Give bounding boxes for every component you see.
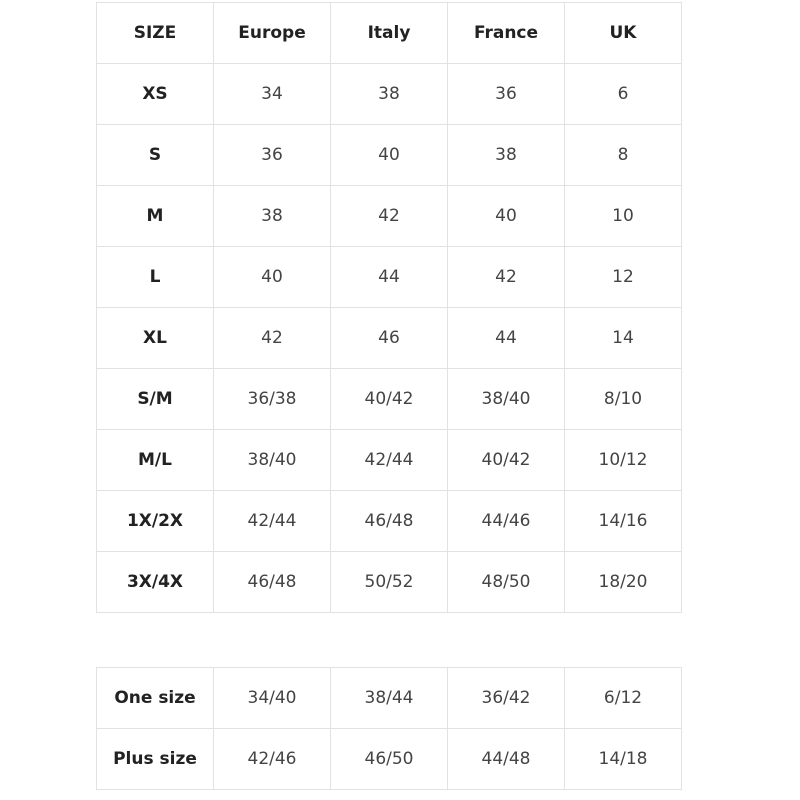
table-row: Plus size 42/46 46/50 44/48 14/18 — [96, 728, 682, 790]
size-label-cell: L — [96, 246, 214, 308]
size-value-cell: 8/10 — [564, 368, 682, 430]
size-value-cell: 10 — [564, 185, 682, 247]
table-row: 1X/2X 42/44 46/48 44/46 14/16 — [96, 490, 682, 552]
size-value-cell: 8 — [564, 124, 682, 186]
column-header: UK — [564, 2, 682, 64]
size-value-cell: 34 — [213, 63, 331, 125]
table-row: XL 42 46 44 14 — [96, 307, 682, 369]
size-value-cell: 40/42 — [447, 429, 565, 491]
size-value-cell: 14/16 — [564, 490, 682, 552]
size-label-cell: 1X/2X — [96, 490, 214, 552]
column-header: France — [447, 2, 565, 64]
size-label-cell: XS — [96, 63, 214, 125]
size-value-cell: 38 — [447, 124, 565, 186]
size-label-cell: M — [96, 185, 214, 247]
size-label-cell: Plus size — [96, 728, 214, 790]
table-row: M 38 42 40 10 — [96, 185, 682, 247]
size-value-cell: 38/40 — [447, 368, 565, 430]
size-value-cell: 44 — [330, 246, 448, 308]
size-value-cell: 48/50 — [447, 551, 565, 613]
size-label-cell: M/L — [96, 429, 214, 491]
size-value-cell: 46/50 — [330, 728, 448, 790]
column-header: SIZE — [96, 2, 214, 64]
size-value-cell: 36/38 — [213, 368, 331, 430]
table-row: M/L 38/40 42/44 40/42 10/12 — [96, 429, 682, 491]
size-value-cell: 36/42 — [447, 667, 565, 729]
size-value-cell: 44/48 — [447, 728, 565, 790]
size-value-cell: 38 — [213, 185, 331, 247]
size-value-cell: 42/46 — [213, 728, 331, 790]
size-value-cell: 18/20 — [564, 551, 682, 613]
size-value-cell: 40/42 — [330, 368, 448, 430]
size-value-cell: 34/40 — [213, 667, 331, 729]
size-value-cell: 42/44 — [213, 490, 331, 552]
column-header: Italy — [330, 2, 448, 64]
table-header-row: SIZE Europe Italy France UK — [96, 2, 682, 64]
size-value-cell: 38/40 — [213, 429, 331, 491]
size-value-cell: 36 — [213, 124, 331, 186]
size-value-cell: 6 — [564, 63, 682, 125]
size-value-cell: 42 — [447, 246, 565, 308]
size-label-cell: S/M — [96, 368, 214, 430]
table-row: One size 34/40 38/44 36/42 6/12 — [96, 667, 682, 729]
size-value-cell: 42 — [330, 185, 448, 247]
size-value-cell: 46 — [330, 307, 448, 369]
size-label-cell: One size — [96, 667, 214, 729]
table-row: L 40 44 42 12 — [96, 246, 682, 308]
size-value-cell: 14/18 — [564, 728, 682, 790]
size-value-cell: 40 — [213, 246, 331, 308]
size-value-cell: 50/52 — [330, 551, 448, 613]
size-value-cell: 46/48 — [213, 551, 331, 613]
size-label-cell: XL — [96, 307, 214, 369]
size-value-cell: 12 — [564, 246, 682, 308]
size-value-cell: 40 — [447, 185, 565, 247]
size-value-cell: 42 — [213, 307, 331, 369]
size-value-cell: 6/12 — [564, 667, 682, 729]
size-value-cell: 42/44 — [330, 429, 448, 491]
size-value-cell: 44 — [447, 307, 565, 369]
table-row: XS 34 38 36 6 — [96, 63, 682, 125]
size-label-cell: 3X/4X — [96, 551, 214, 613]
size-value-cell: 46/48 — [330, 490, 448, 552]
table-row: 3X/4X 46/48 50/52 48/50 18/20 — [96, 551, 682, 613]
size-value-cell: 10/12 — [564, 429, 682, 491]
size-value-cell: 14 — [564, 307, 682, 369]
size-value-cell: 40 — [330, 124, 448, 186]
size-value-cell: 38 — [330, 63, 448, 125]
size-value-cell: 38/44 — [330, 667, 448, 729]
column-header: Europe — [213, 2, 331, 64]
size-conversion-table: SIZE Europe Italy France UK XS 34 38 36 6 S 36 40 38… — [96, 2, 682, 613]
size-label-cell: S — [96, 124, 214, 186]
size-value-cell: 44/46 — [447, 490, 565, 552]
table-row: S 36 40 38 8 — [96, 124, 682, 186]
table-row: S/M 36/38 40/42 38/40 8/10 — [96, 368, 682, 430]
size-value-cell: 36 — [447, 63, 565, 125]
special-size-table: One size 34/40 38/44 36/42 6/12 Plus size 42/4… — [96, 667, 682, 790]
